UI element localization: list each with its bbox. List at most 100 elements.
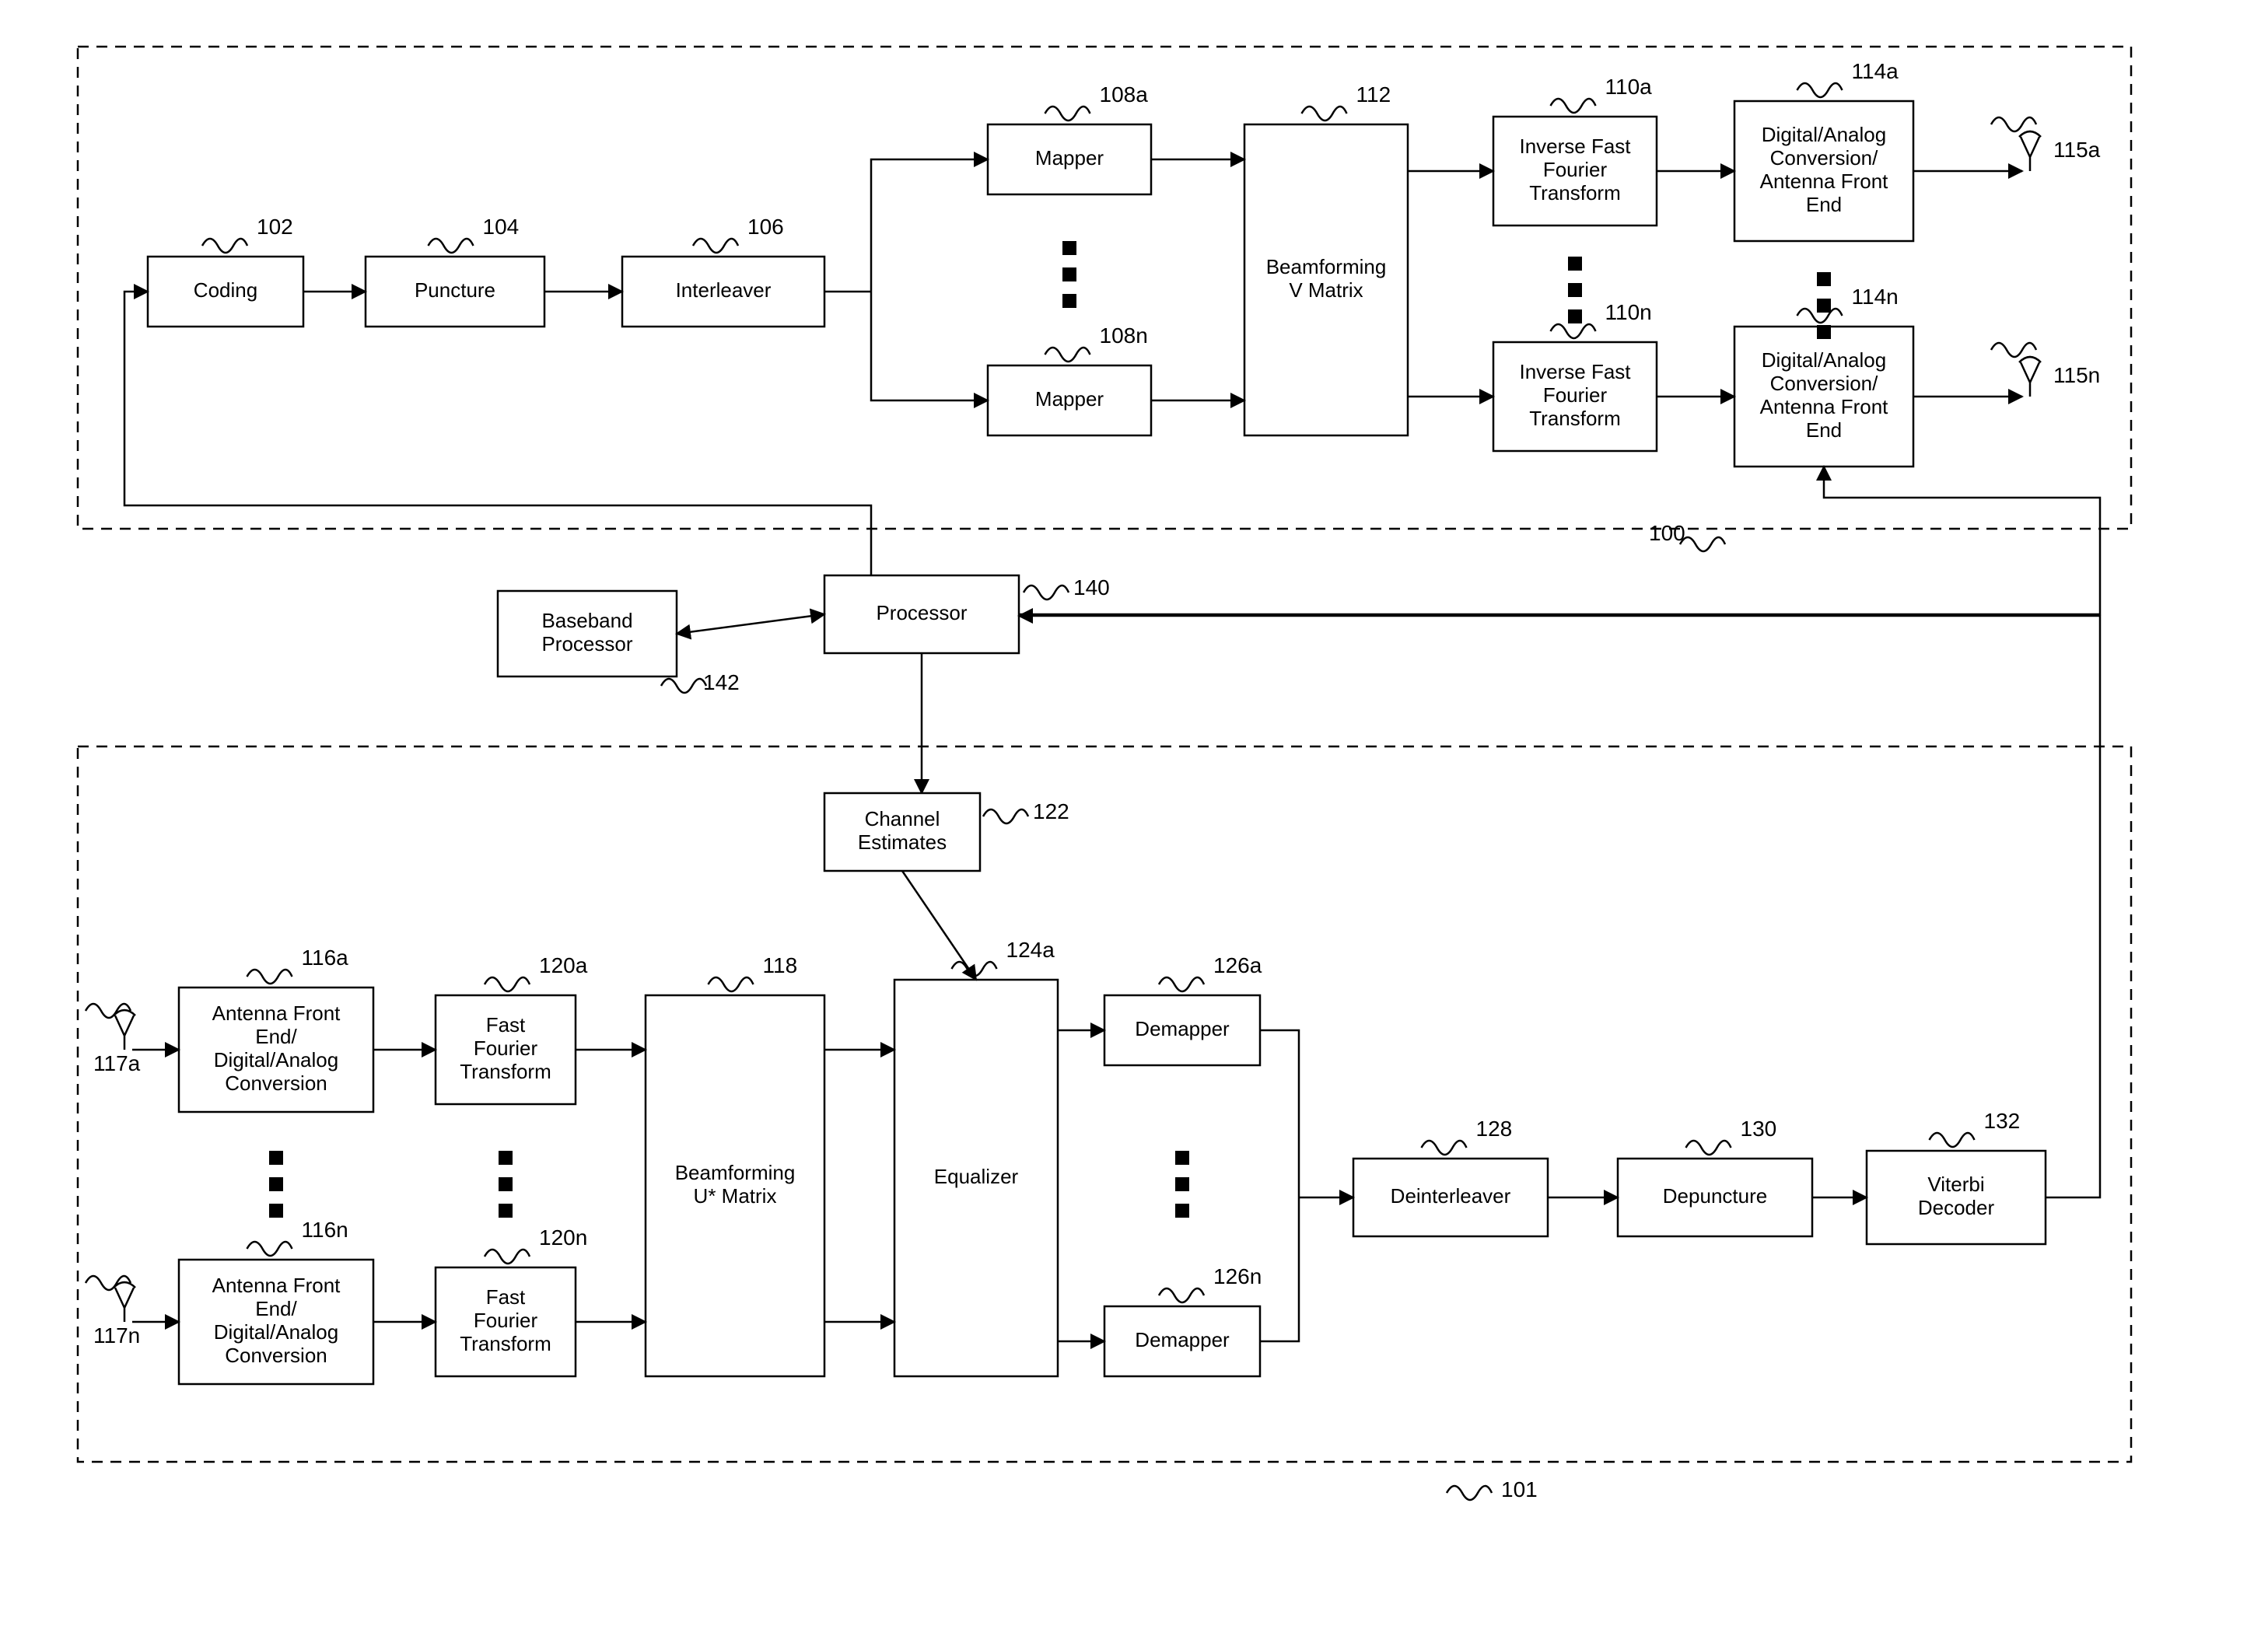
afe-a-label: Antenna FrontEnd/Digital/AnalogConversio… bbox=[212, 1002, 341, 1095]
ref-squiggle bbox=[1024, 586, 1069, 600]
connector bbox=[871, 292, 988, 400]
antenna-icon bbox=[2021, 362, 2039, 397]
depunc-label: Depuncture bbox=[1663, 1184, 1767, 1208]
viterbi-label: ViterbiDecoder bbox=[1918, 1173, 1995, 1219]
connector bbox=[1260, 1030, 1299, 1197]
ref-squiggle bbox=[1045, 348, 1090, 362]
ref-squiggle bbox=[485, 1250, 530, 1264]
ref-squiggle bbox=[709, 977, 754, 991]
ref-squiggle bbox=[1422, 1141, 1467, 1155]
ref-squiggle bbox=[1551, 99, 1596, 113]
vdots bbox=[1175, 1177, 1189, 1191]
ref-squiggle bbox=[429, 239, 474, 253]
connector bbox=[124, 292, 871, 575]
processor-label: Processor bbox=[876, 601, 967, 624]
vdots bbox=[1062, 241, 1076, 255]
connector bbox=[871, 159, 988, 292]
fft-n-ref: 120n bbox=[539, 1225, 587, 1250]
mapper-a-label: Mapper bbox=[1035, 146, 1104, 170]
interleaver-label: Interleaver bbox=[676, 278, 772, 302]
processor-ref: 140 bbox=[1073, 575, 1110, 600]
vdots bbox=[1817, 325, 1831, 339]
ref-squiggle bbox=[952, 962, 997, 976]
viterbi-ref: 132 bbox=[1984, 1109, 2021, 1133]
depunc-ref: 130 bbox=[1741, 1117, 1777, 1141]
ref-squiggle bbox=[1991, 343, 2036, 357]
vdots bbox=[499, 1151, 513, 1165]
ref-squiggle bbox=[1159, 977, 1204, 991]
ref-squiggle bbox=[693, 239, 738, 253]
ref-squiggle bbox=[661, 679, 706, 693]
vdots bbox=[269, 1177, 283, 1191]
chest-ref: 122 bbox=[1033, 799, 1069, 823]
antenna-icon bbox=[2019, 131, 2041, 137]
ref-squiggle bbox=[202, 239, 247, 253]
ref-squiggle bbox=[1159, 1288, 1204, 1302]
ref-squiggle bbox=[247, 970, 292, 984]
chest-label: ChannelEstimates bbox=[858, 807, 947, 854]
afe-n-ref: 116n bbox=[302, 1218, 348, 1242]
ant-tx-a-ref: 115a bbox=[2053, 138, 2101, 162]
deint-label: Deinterleaver bbox=[1391, 1184, 1511, 1208]
vdots bbox=[269, 1204, 283, 1218]
puncture-label: Puncture bbox=[415, 278, 495, 302]
ref-squiggle bbox=[1930, 1133, 1975, 1147]
demap-a-ref: 126a bbox=[1213, 953, 1262, 977]
ant-tx-n-ref: 115n bbox=[2053, 363, 2100, 387]
vdots bbox=[1817, 299, 1831, 313]
ref-squiggle bbox=[1302, 107, 1347, 121]
bf-v-ref: 112 bbox=[1356, 82, 1391, 107]
coding-ref: 102 bbox=[257, 215, 293, 239]
mapper-a-ref: 108a bbox=[1100, 82, 1149, 107]
demap-n-ref: 126n bbox=[1213, 1264, 1262, 1288]
antenna-icon bbox=[115, 1016, 134, 1050]
antenna-icon bbox=[2019, 357, 2041, 362]
diagram-root: 100 Coding 102 Puncture 104 Interleaver 106 Map… bbox=[0, 0, 2268, 1636]
deint-ref: 128 bbox=[1476, 1117, 1513, 1141]
connector bbox=[1260, 1197, 1299, 1341]
ref-squiggle bbox=[1447, 1486, 1492, 1500]
ref-squiggle bbox=[247, 1242, 292, 1256]
ant-rx-n-ref: 117n bbox=[93, 1323, 140, 1348]
connector bbox=[1019, 616, 2100, 1197]
mapper-n-label: Mapper bbox=[1035, 387, 1104, 411]
baseband-label: BasebandProcessor bbox=[541, 609, 632, 655]
ant-rx-a-ref: 117a bbox=[93, 1051, 141, 1075]
interleaver-ref: 106 bbox=[747, 215, 784, 239]
connector bbox=[677, 614, 824, 634]
vdots bbox=[1568, 283, 1582, 297]
ref-squiggle bbox=[1797, 83, 1843, 97]
vdots bbox=[1568, 309, 1582, 323]
tx-frame-ref: 100 bbox=[1649, 521, 1685, 545]
ref-squiggle bbox=[1680, 537, 1725, 551]
connector bbox=[1019, 467, 2100, 614]
vdots bbox=[1062, 267, 1076, 281]
vdots bbox=[1817, 272, 1831, 286]
dac-n-ref: 114n bbox=[1852, 285, 1899, 309]
ifft-n-ref: 110n bbox=[1605, 300, 1652, 324]
vdots bbox=[499, 1204, 513, 1218]
puncture-ref: 104 bbox=[483, 215, 520, 239]
vdots bbox=[269, 1151, 283, 1165]
ref-squiggle bbox=[1045, 107, 1090, 121]
ref-squiggle bbox=[485, 977, 530, 991]
equalizer-ref: 124a bbox=[1006, 938, 1055, 962]
ref-squiggle bbox=[1991, 117, 2036, 131]
ref-squiggle bbox=[1686, 1141, 1731, 1155]
vdots bbox=[499, 1177, 513, 1191]
ifft-a-ref: 110a bbox=[1605, 75, 1653, 99]
fft-a-ref: 120a bbox=[539, 953, 588, 977]
rx-frame-ref: 101 bbox=[1501, 1477, 1538, 1501]
bf-u-ref: 118 bbox=[763, 953, 798, 977]
ref-squiggle bbox=[1551, 324, 1596, 338]
antenna-icon bbox=[115, 1288, 134, 1322]
mapper-n-ref: 108n bbox=[1100, 323, 1148, 348]
afe-a-ref: 116a bbox=[302, 946, 349, 970]
equalizer-label: Equalizer bbox=[934, 1165, 1019, 1188]
coding-label: Coding bbox=[194, 278, 257, 302]
connector bbox=[902, 871, 976, 980]
dac-a-ref: 114a bbox=[1852, 59, 1899, 83]
baseband-ref: 142 bbox=[703, 670, 740, 694]
vdots bbox=[1175, 1204, 1189, 1218]
demap-n-label: Demapper bbox=[1135, 1328, 1230, 1351]
